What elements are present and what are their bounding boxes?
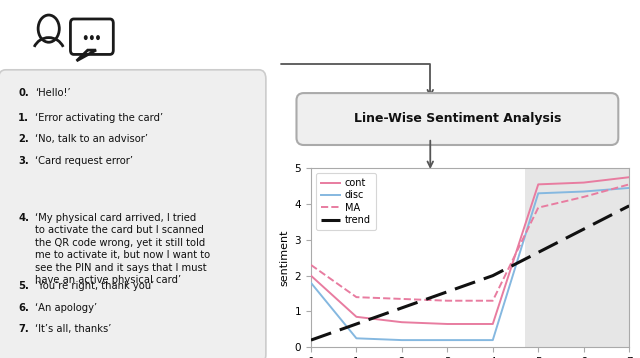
Circle shape (96, 35, 100, 40)
Text: ‘No, talk to an advisor’: ‘No, talk to an advisor’ (35, 134, 148, 144)
trend (444, 290, 451, 294)
Text: ‘My physical card arrived, I tried
to activate the card but I scanned
the QR cod: ‘My physical card arrived, I tried to ac… (35, 213, 210, 285)
Circle shape (90, 35, 94, 40)
Text: ‘Error activating the card’: ‘Error activating the card’ (35, 113, 163, 123)
MA (444, 299, 451, 303)
Text: 1.: 1. (18, 113, 29, 123)
Text: ‘It’s all, thanks’: ‘It’s all, thanks’ (35, 324, 111, 334)
cont (625, 175, 633, 179)
Polygon shape (77, 50, 96, 61)
MA (398, 297, 406, 301)
cont (444, 322, 451, 326)
Text: 7.: 7. (18, 324, 29, 334)
trend (307, 338, 315, 342)
trend (534, 250, 542, 255)
MA (580, 195, 588, 199)
MA (307, 263, 315, 267)
MA (489, 299, 497, 303)
disc (353, 336, 360, 340)
disc (580, 189, 588, 194)
trend (489, 274, 497, 278)
disc (444, 338, 451, 342)
Legend: cont, disc, MA, trend: cont, disc, MA, trend (316, 173, 376, 230)
FancyBboxPatch shape (296, 93, 618, 145)
disc (398, 338, 406, 342)
Text: ‘An apology’: ‘An apology’ (35, 303, 97, 313)
trend (625, 204, 633, 208)
trend (398, 306, 406, 310)
Text: 5.: 5. (18, 281, 29, 291)
Text: 6.: 6. (18, 303, 29, 313)
Text: 2.: 2. (18, 134, 29, 144)
cont (489, 322, 497, 326)
Line: cont: cont (311, 177, 629, 324)
MA (625, 182, 633, 187)
trend (580, 227, 588, 231)
Text: Line-Wise Sentiment Analysis: Line-Wise Sentiment Analysis (354, 112, 561, 125)
disc (489, 338, 497, 342)
trend (353, 322, 360, 326)
Text: ‘You’re right, thank you’: ‘You’re right, thank you’ (35, 281, 154, 291)
disc (307, 281, 315, 285)
Line: trend: trend (311, 206, 629, 340)
Y-axis label: sentiment: sentiment (279, 229, 289, 286)
Bar (525, 168, 632, 347)
Text: 3.: 3. (18, 156, 29, 166)
Text: ‘Card request error’: ‘Card request error’ (35, 156, 133, 166)
disc (625, 186, 633, 190)
MA (534, 205, 542, 210)
cont (534, 182, 542, 187)
cont (353, 315, 360, 319)
Text: 4.: 4. (18, 213, 29, 223)
cont (398, 320, 406, 324)
Text: ‘Hello!’: ‘Hello!’ (35, 88, 70, 98)
cont (307, 274, 315, 278)
Circle shape (84, 35, 88, 40)
Text: 0.: 0. (18, 88, 29, 98)
cont (580, 180, 588, 185)
Line: disc: disc (311, 188, 629, 340)
Line: MA: MA (311, 184, 629, 301)
MA (353, 295, 360, 299)
FancyBboxPatch shape (0, 70, 266, 358)
disc (534, 191, 542, 195)
